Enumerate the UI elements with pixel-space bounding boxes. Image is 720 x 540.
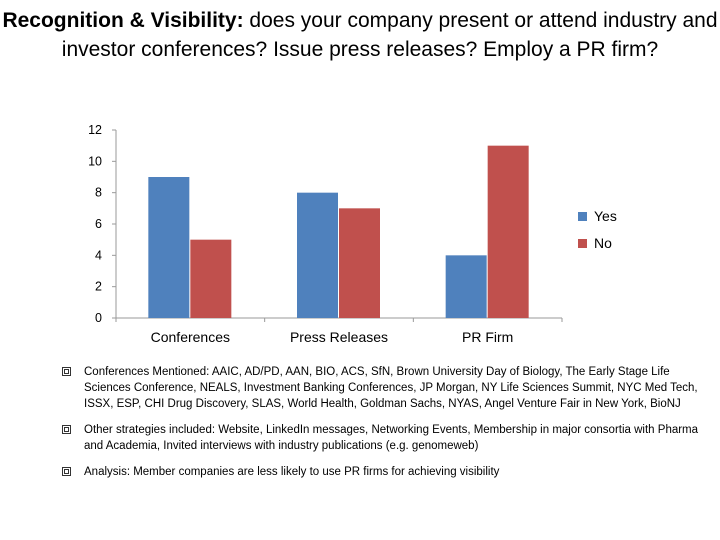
checkbox-bullet-icon [62, 367, 71, 376]
x-category-label: PR Firm [462, 329, 513, 345]
bullet-item-other-strategies: Other strategies included: Website, Link… [62, 422, 702, 454]
x-category-label: Press Releases [290, 329, 388, 345]
title-bold: Recognition & Visibility: [2, 9, 244, 32]
bar-yes-conferences [148, 177, 190, 318]
checkbox-bullet-icon [62, 425, 71, 434]
y-tick-label: 2 [95, 280, 102, 294]
bar-no-pr-firm [487, 145, 529, 318]
x-category-label: Conferences [151, 329, 230, 345]
slide-title: Recognition & Visibility: does your comp… [0, 6, 720, 64]
bullet-text: Conferences Mentioned: AAIC, AD/PD, AAN,… [84, 366, 698, 410]
y-tick-label: 6 [95, 217, 102, 231]
y-tick-label: 0 [95, 311, 102, 325]
bullet-item-analysis: Analysis: Member companies are less like… [62, 464, 702, 480]
y-tick-label: 12 [88, 123, 102, 137]
title-rest: does your company present or attend indu… [61, 9, 718, 61]
y-tick-label: 10 [88, 154, 102, 168]
bar-chart: 0 2 4 6 8 10 12 Conferences Press Releases PR Fir… [88, 123, 617, 345]
bullet-text: Analysis: Member companies are less like… [84, 466, 500, 478]
y-tick-label: 4 [95, 248, 102, 262]
y-tick-label: 8 [95, 186, 102, 200]
bullet-item-conferences: Conferences Mentioned: AAIC, AD/PD, AAN,… [62, 364, 702, 412]
bar-yes-pr-firm [445, 255, 487, 318]
bullet-text: Other strategies included: Website, Link… [84, 424, 699, 452]
bar-no-conferences [190, 239, 232, 318]
legend-label-no: No [594, 235, 612, 251]
bullet-list: Conferences Mentioned: AAIC, AD/PD, AAN,… [62, 364, 702, 490]
bar-yes-press-releases [297, 192, 338, 318]
legend-swatch-yes [578, 212, 587, 221]
legend-swatch-no [578, 239, 587, 248]
checkbox-bullet-icon [62, 467, 71, 476]
legend-label-yes: Yes [594, 208, 617, 224]
bar-no-press-releases [339, 208, 380, 318]
